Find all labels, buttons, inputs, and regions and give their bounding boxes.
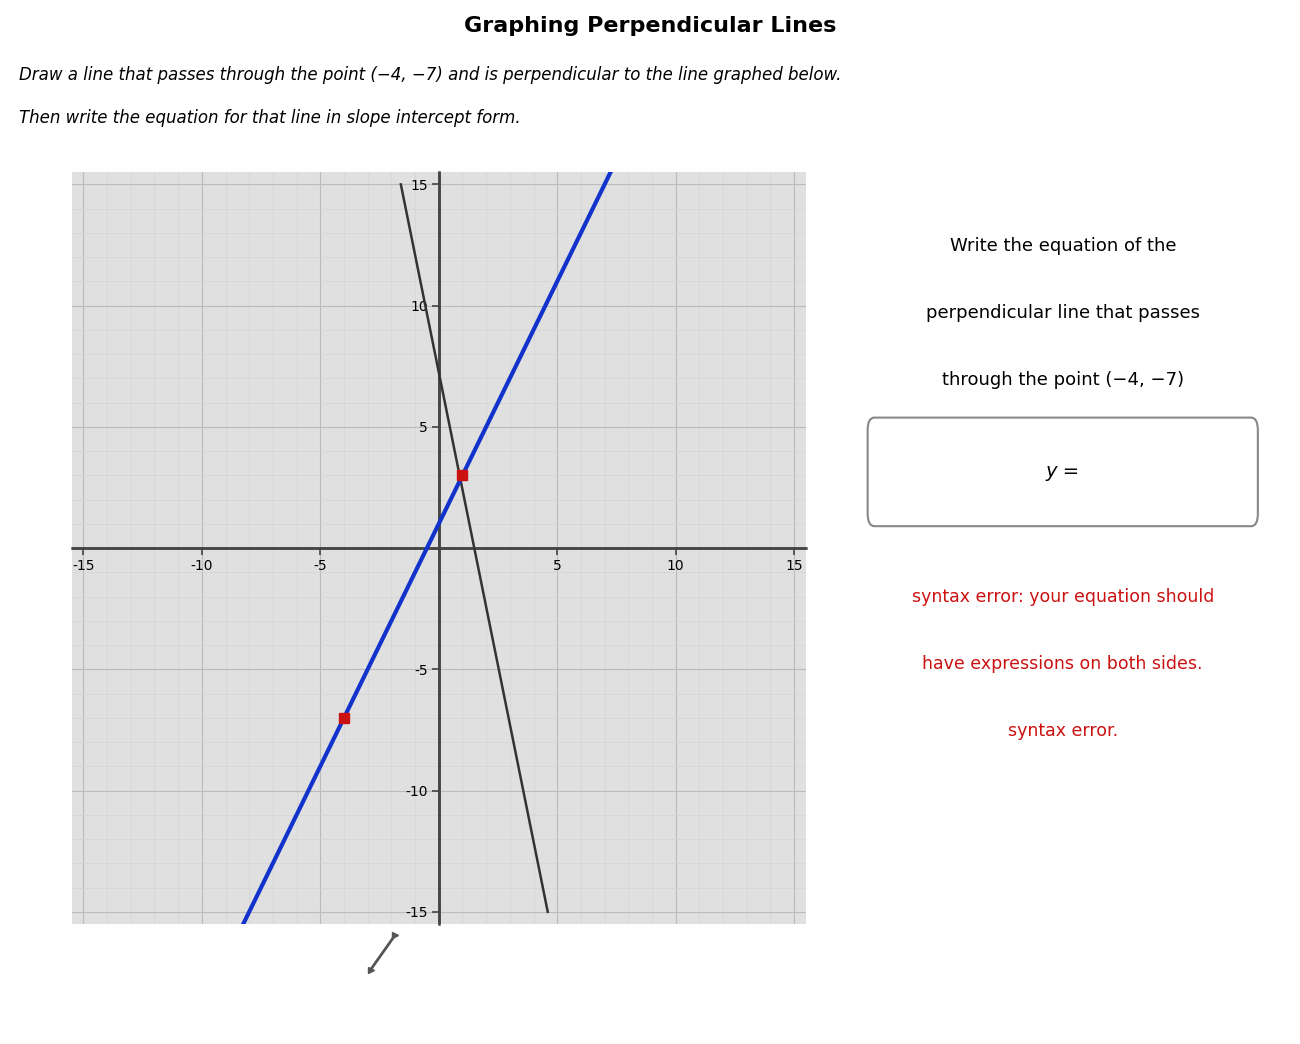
Text: have expressions on both sides.: have expressions on both sides.: [923, 655, 1202, 673]
Text: Then write the equation for that line in slope intercept form.: Then write the equation for that line in…: [20, 109, 521, 127]
Text: syntax error.: syntax error.: [1008, 721, 1118, 740]
FancyBboxPatch shape: [867, 418, 1258, 526]
Text: Graphing Perpendicular Lines: Graphing Perpendicular Lines: [464, 16, 836, 37]
Text: perpendicular line that passes: perpendicular line that passes: [926, 304, 1200, 323]
Text: Draw a line that passes through the point (−4, −7) and is perpendicular to the l: Draw a line that passes through the poin…: [20, 66, 841, 84]
Text: y =: y =: [1045, 462, 1080, 481]
Text: Write the equation of the: Write the equation of the: [949, 237, 1176, 256]
Text: syntax error: your equation should: syntax error: your equation should: [911, 588, 1214, 607]
Text: through the point (−4, −7): through the point (−4, −7): [941, 371, 1184, 389]
